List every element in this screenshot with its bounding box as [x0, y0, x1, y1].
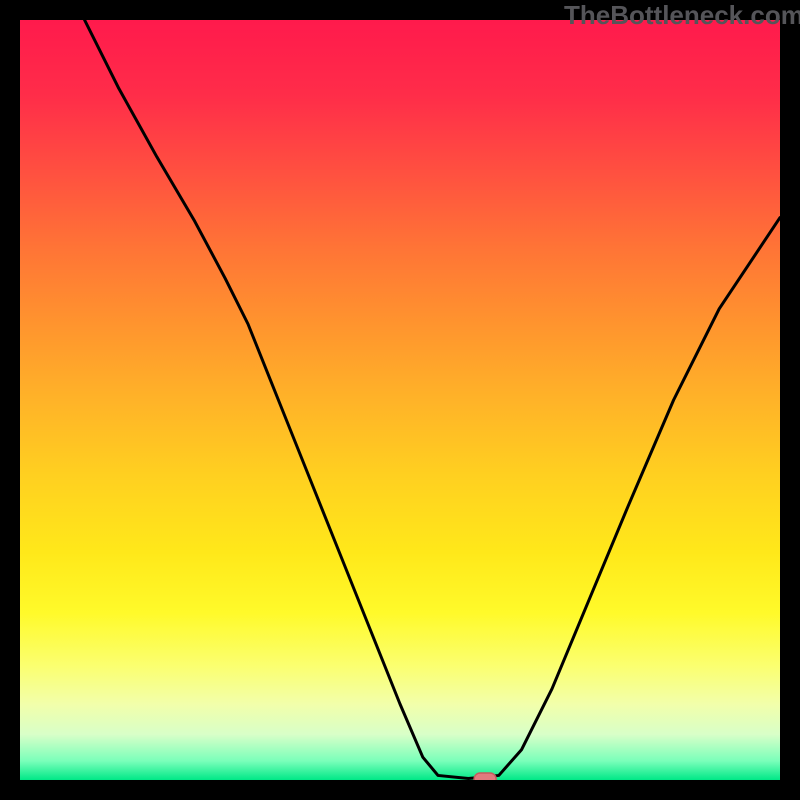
gradient-background	[20, 20, 780, 780]
bottleneck-chart	[0, 0, 800, 800]
watermark-label: TheBottleneck.com	[564, 0, 800, 31]
